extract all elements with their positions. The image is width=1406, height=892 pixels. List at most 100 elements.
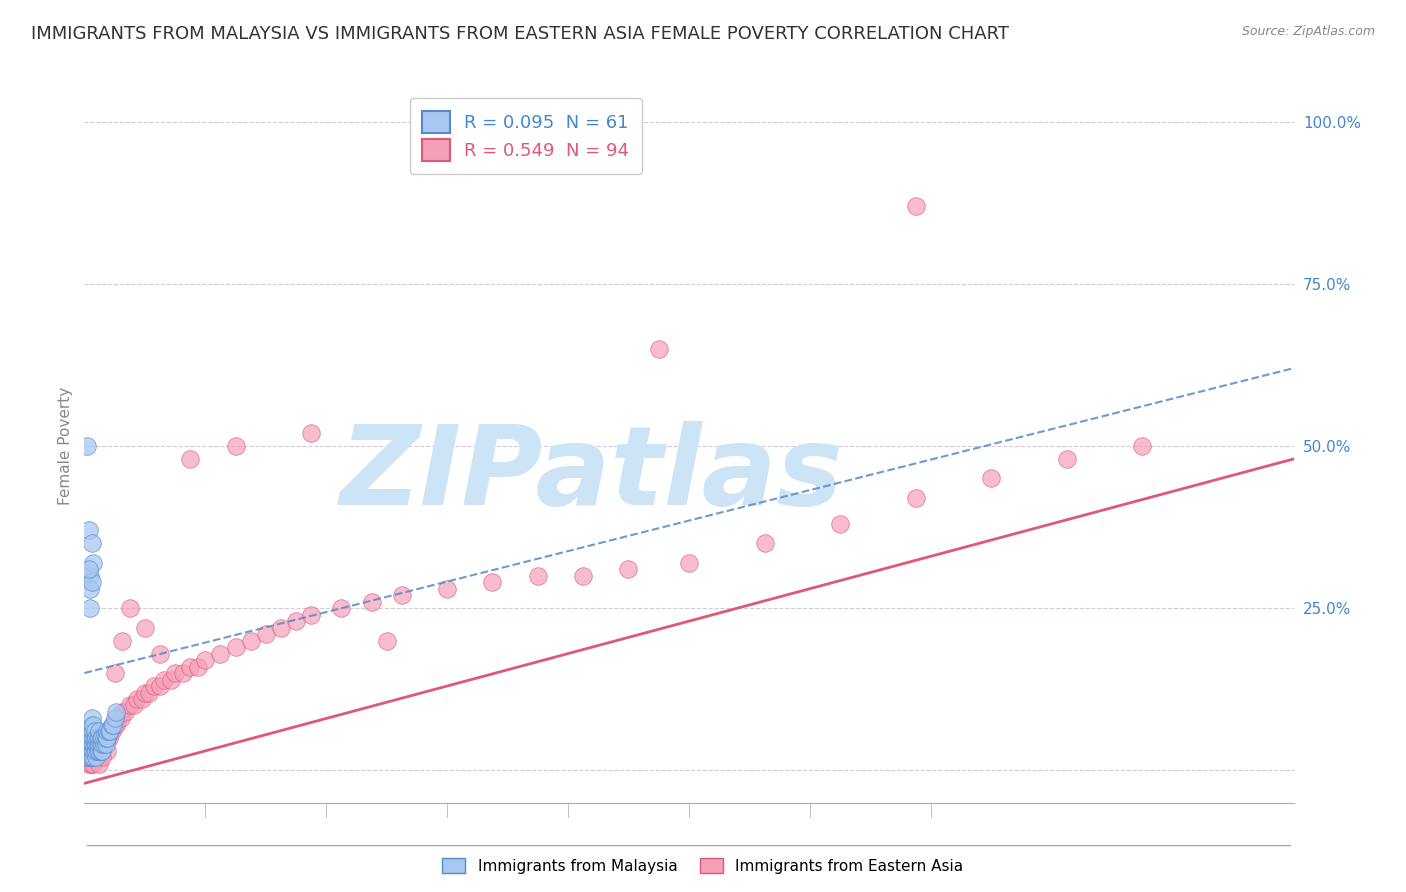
Point [86,731,108,745]
Point [80,718,103,732]
Point [84,724,107,739]
Point [94,731,117,745]
Point [87,744,110,758]
Point [76,750,98,764]
Point [80,575,103,590]
Point [79,750,101,764]
Point [90,738,112,752]
Point [96,744,118,758]
Point [153,673,176,687]
Point [617,562,640,576]
Point [98,724,121,739]
Point [830,516,852,531]
Point [481,575,503,590]
Point [111,633,134,648]
Point [285,614,308,628]
Point [79,744,101,758]
Point [91,744,114,758]
Point [82,756,104,771]
Point [86,750,108,764]
Point [754,536,776,550]
Point [105,705,128,719]
Point [375,633,398,648]
Point [82,750,104,764]
Point [89,724,111,739]
Point [80,756,103,771]
Point [80,750,103,764]
Point [93,731,115,745]
Point [118,698,141,713]
Point [80,744,103,758]
Point [84,738,107,752]
Point [100,718,122,732]
Point [80,738,103,752]
Point [90,744,112,758]
Point [80,724,103,739]
Point [98,724,121,739]
Point [100,724,122,739]
Point [77,744,100,758]
Point [84,738,107,752]
Point [96,731,118,745]
Point [82,738,104,752]
Point [89,750,111,764]
Point [82,718,104,732]
Point [138,685,160,699]
Point [96,731,118,745]
Point [527,568,550,582]
Point [105,718,128,732]
Point [82,556,104,570]
Point [84,731,107,745]
Point [77,524,100,538]
Point [89,738,111,752]
Point [84,744,107,758]
Point [84,750,107,764]
Point [1130,439,1153,453]
Legend: R = 0.095  N = 61, R = 0.549  N = 94: R = 0.095 N = 61, R = 0.549 N = 94 [409,98,641,174]
Point [82,731,104,745]
Point [80,731,103,745]
Point [79,582,101,596]
Point [142,679,165,693]
Point [79,750,101,764]
Point [391,588,413,602]
Text: IMMIGRANTS FROM MALAYSIA VS IMMIGRANTS FROM EASTERN ASIA FEMALE POVERTY CORRELAT: IMMIGRANTS FROM MALAYSIA VS IMMIGRANTS F… [31,25,1010,43]
Point [111,705,134,719]
Point [91,738,114,752]
Point [90,731,112,745]
Point [79,738,101,752]
Point [239,633,262,648]
Point [89,744,111,758]
Point [82,724,104,739]
Point [194,653,217,667]
Y-axis label: Female Poverty: Female Poverty [58,387,73,505]
Point [360,595,382,609]
Point [86,750,108,764]
Point [104,666,127,681]
Point [572,568,595,582]
Point [122,698,145,713]
Point [114,705,136,719]
Point [86,731,108,745]
Point [110,711,132,725]
Point [87,744,110,758]
Point [118,601,141,615]
Point [1056,452,1078,467]
Point [87,731,110,745]
Point [149,647,172,661]
Point [101,718,124,732]
Point [91,738,114,752]
Point [79,756,101,771]
Point [84,744,107,758]
Point [127,692,149,706]
Point [97,724,120,739]
Point [225,439,247,453]
Text: ZIPatlas: ZIPatlas [340,421,844,528]
Point [89,756,111,771]
Point [79,744,101,758]
Point [82,750,104,764]
Point [86,744,108,758]
Point [94,731,117,745]
Point [94,738,117,752]
Point [149,679,172,693]
